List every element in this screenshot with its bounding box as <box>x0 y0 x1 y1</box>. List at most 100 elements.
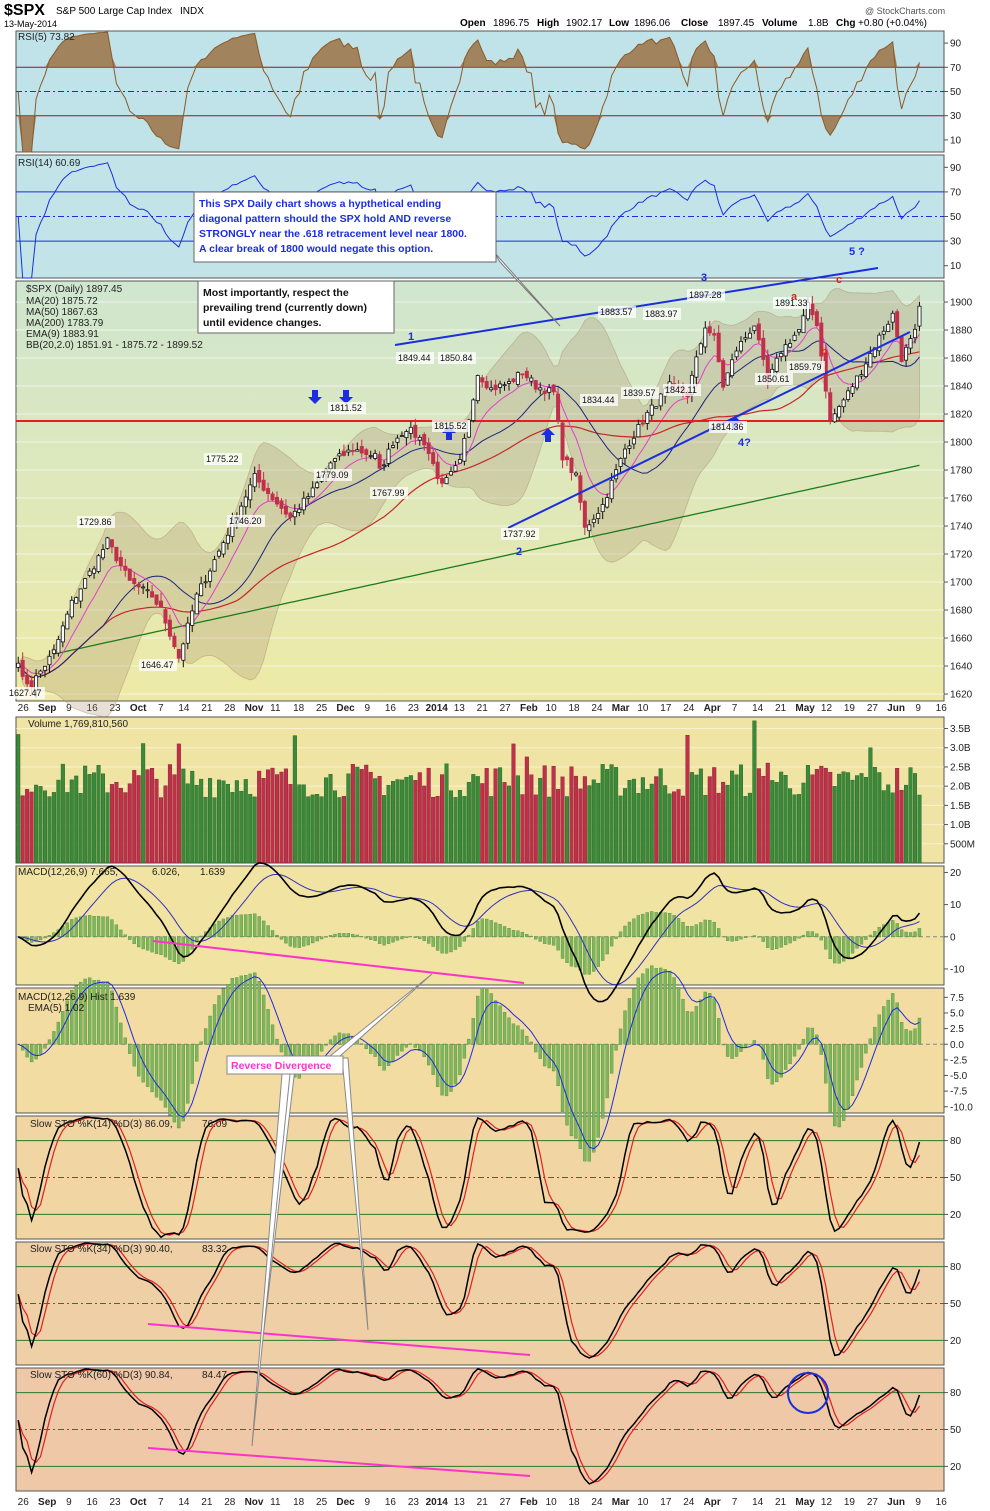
volume-bar <box>65 792 70 864</box>
sto60-legend-b: 84.47 <box>202 1370 227 1381</box>
volume-bar <box>337 797 342 864</box>
volume-bar <box>627 780 632 864</box>
macd-hist-bar <box>168 936 172 960</box>
note2-line-0: Most importantly, respect the <box>203 287 349 299</box>
macd-legend-a: MACD(12,26,9) 7.665, <box>18 867 118 878</box>
macdh-bar <box>92 980 96 1045</box>
volume-bar <box>605 769 610 864</box>
candle-body <box>16 662 21 668</box>
callout-5: 1779.09 <box>316 470 349 480</box>
macd-hist-bar <box>783 936 788 946</box>
volume-bar <box>591 779 596 864</box>
macdh-bar <box>253 972 257 1045</box>
macd-hist-bar <box>511 930 516 937</box>
macd-hist-bar <box>145 936 150 951</box>
volume-bar <box>511 743 516 864</box>
volume-y-axis-label-1: 3.0B <box>950 743 971 754</box>
volume-bar <box>38 786 43 864</box>
candle-body <box>408 426 413 434</box>
candle-body <box>440 477 445 484</box>
x-axis-bottom-label-28: 17 <box>660 1497 672 1508</box>
macdh-bar <box>667 970 672 1045</box>
macdh-bar <box>418 1044 422 1051</box>
price-y-axis-label-10: 1700 <box>950 578 973 589</box>
volume-bar <box>747 792 752 864</box>
volume-bar <box>908 767 913 864</box>
callout-19: 1850.61 <box>757 374 790 384</box>
note2-line-2: until evidence changes. <box>203 317 322 329</box>
macd-hist-bar <box>333 933 337 937</box>
macdh-bar <box>623 1010 627 1045</box>
macdh-bar <box>239 975 243 1045</box>
volume-bar <box>560 776 565 864</box>
macd-hist-bar <box>766 936 770 948</box>
macd-hist-bar <box>476 921 480 937</box>
candle-body <box>814 311 819 327</box>
volume-bar <box>837 773 842 864</box>
volume-bar <box>569 766 574 864</box>
candle-body <box>872 347 877 358</box>
x-axis-top: 26 Sep 9 16 23 Oct 7 14 21 28 Nov 11 18 25 Dec 9 16 23 201… <box>18 703 948 714</box>
candle-body <box>167 619 172 637</box>
macd-y-axis: 20 10 0 -10 <box>944 868 965 975</box>
macdh-bar <box>672 977 676 1045</box>
macdh-bar <box>114 1006 119 1045</box>
macd-hist-bar <box>311 936 315 944</box>
x-axis-bottom-label-4: 23 <box>109 1497 121 1508</box>
x-axis-bottom-label-33: 21 <box>775 1497 787 1508</box>
volume-bar <box>788 788 793 864</box>
note1-line-3: A clear break of 1800 would negate this … <box>199 243 433 255</box>
volume-bar <box>74 775 79 864</box>
macd-hist-bar <box>253 913 257 937</box>
volume-bar <box>779 771 784 864</box>
x-axis-top-label-24: 18 <box>568 703 580 714</box>
macdh-bar <box>119 1022 123 1045</box>
macd-hist-bar <box>114 924 119 937</box>
macdh-bar <box>38 1044 43 1055</box>
candle-body <box>743 337 748 340</box>
callout-bg-19 <box>755 373 793 385</box>
callout-2: 1646.47 <box>141 660 174 670</box>
volume-bar <box>20 795 25 864</box>
candle-body <box>194 593 199 615</box>
macd-hist-bar <box>779 936 783 948</box>
macdh-bar <box>137 1044 141 1077</box>
macd-hist-bar <box>435 936 440 951</box>
price-y-axis-label-13: 1640 <box>950 662 973 673</box>
macdh-bar <box>462 1044 467 1059</box>
volume-bar <box>707 776 712 864</box>
macd-hist-bar <box>730 936 734 942</box>
volume-bar <box>408 775 413 864</box>
volume-bar <box>395 779 400 864</box>
x-axis-bottom-label-8: 21 <box>201 1497 213 1508</box>
macd-hist-bar <box>462 936 467 942</box>
candle-body <box>868 353 873 368</box>
candle-body <box>511 378 516 383</box>
wave-b-label: b <box>821 346 828 358</box>
macd-hist-bar <box>355 934 359 937</box>
volume-bar <box>529 774 534 864</box>
price-y-axis-label-4: 1820 <box>950 410 973 421</box>
candle-body <box>47 655 52 666</box>
callout-bg-16 <box>663 384 701 396</box>
macd-hist-bar <box>128 936 132 940</box>
candle-body <box>65 613 70 630</box>
macdh-bar <box>369 1044 373 1054</box>
macd-divergence-line <box>152 940 525 984</box>
macdh-bar <box>203 1028 208 1045</box>
macdh-legend-a: MACD(12,26,9) Hist 1.639 <box>18 992 136 1003</box>
candle-body <box>578 475 583 503</box>
macd-legend-b: 6.026, <box>152 867 180 878</box>
volume-bar <box>221 780 226 864</box>
macd-hist-bar <box>618 931 623 937</box>
callout-21: 1859.79 <box>789 362 822 372</box>
x-axis-top-label-27: 10 <box>637 703 649 714</box>
volume-bar <box>154 778 159 864</box>
candle-body <box>301 497 306 511</box>
candle-body <box>154 594 159 605</box>
volume-bar <box>654 776 659 864</box>
sto14-y-axis-label-1: 50 <box>950 1173 962 1184</box>
candle-body <box>181 643 186 661</box>
macdh-bar <box>168 1044 172 1116</box>
rsi14-legend: RSI(14) 60.69 <box>18 158 81 169</box>
